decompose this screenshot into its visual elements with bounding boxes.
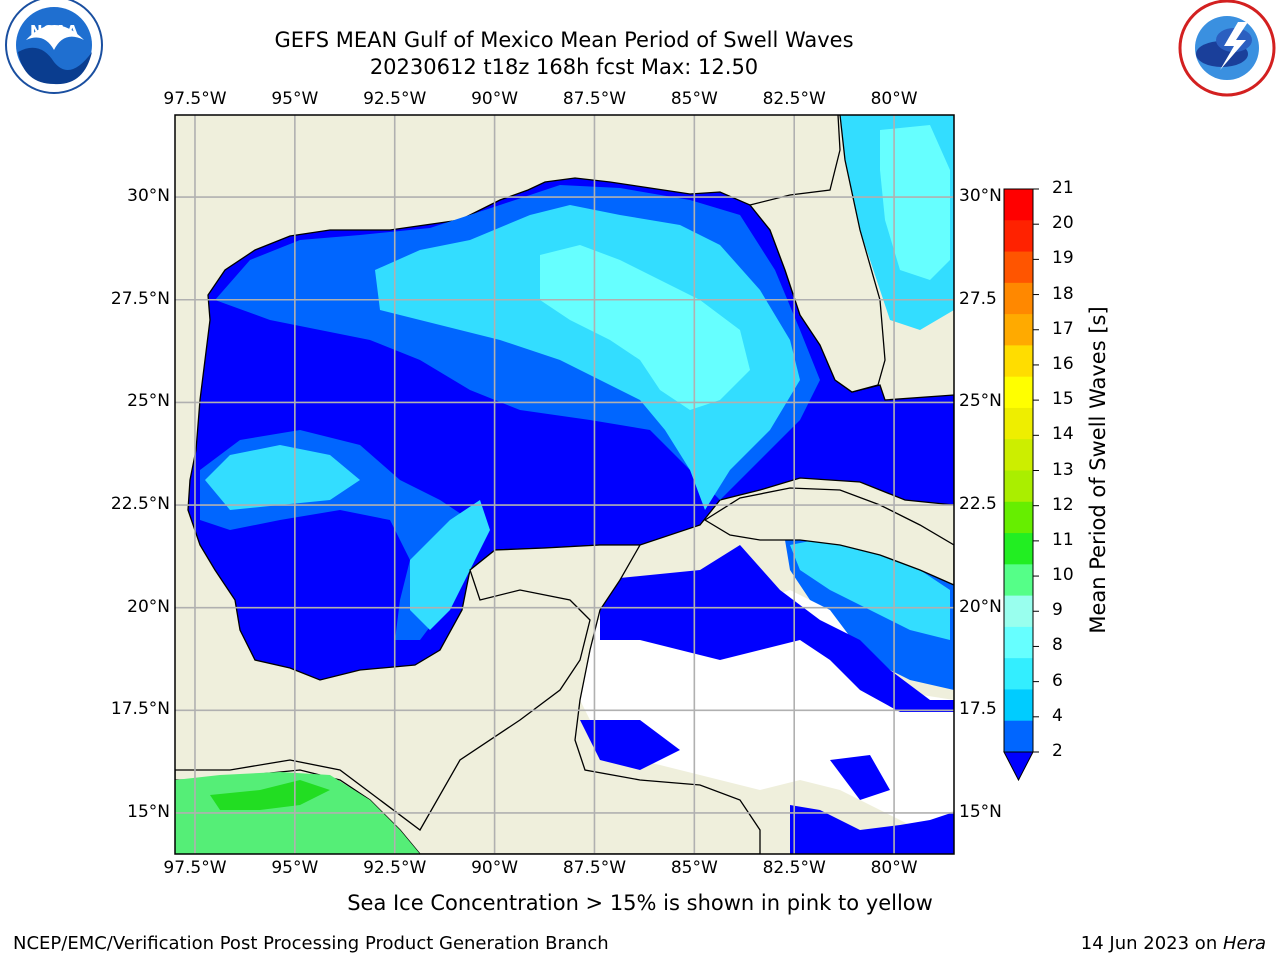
map-frame — [174, 114, 955, 855]
colorbar-extend-arrow — [1003, 751, 1034, 782]
lat-tick-label-left: 25°N — [127, 391, 170, 412]
colorbar-segment — [1004, 220, 1033, 253]
lat-tick-label-left: 27.5°N — [110, 288, 170, 309]
colorbar-segment — [1004, 595, 1033, 628]
colorbar-segment — [1004, 314, 1033, 346]
lon-tick-label-bottom: 87.5°W — [562, 858, 627, 878]
noaa-logo-text: NOAA — [30, 22, 79, 40]
colorbar — [1003, 188, 1039, 782]
caribbean-blue-patches — [580, 545, 954, 854]
colorbar-segment — [1004, 720, 1033, 753]
run-info: 14 Jun 2023 on Hera — [1081, 933, 1266, 954]
colorbar-segment — [1004, 189, 1033, 221]
colorbar-tick-label: 10 — [1052, 565, 1074, 586]
colorbar-segment — [1004, 501, 1033, 534]
lon-tick-label-top: 87.5°W — [562, 89, 627, 109]
lon-tick-label-top: 90°W — [471, 89, 519, 109]
colorbar-segment — [1004, 251, 1033, 284]
lat-tick-label-left: 22.5°N — [110, 494, 170, 515]
producer-credit: NCEP/EMC/Verification Post Processing Pr… — [13, 933, 609, 954]
colorbar-segment — [1004, 376, 1033, 409]
lon-tick-label-bottom: 92.5°W — [363, 858, 427, 878]
gridlines — [175, 115, 954, 854]
florida-landmass — [748, 115, 886, 393]
lon-tick-label-top: 97.5°W — [163, 89, 227, 109]
colorbar-tick-label: 14 — [1052, 424, 1074, 445]
colorbar-tick-label: 8 — [1052, 635, 1063, 656]
colorbar-tick-label: 17 — [1052, 318, 1074, 339]
colorbar-tick-label: 6 — [1052, 670, 1063, 691]
lat-tick-label-right: 27.5 — [959, 288, 997, 309]
colorbar-tick-label: 16 — [1052, 353, 1074, 374]
colorbar-label: Mean Period of Swell Waves [s] — [1086, 306, 1110, 634]
lat-tick-label-left: 20°N — [127, 596, 170, 617]
cuba-landmass — [703, 487, 954, 586]
colorbar-segment — [1004, 470, 1033, 503]
colorbar-tick-label: 21 — [1052, 178, 1074, 198]
lat-tick-label-right: 20°N — [959, 596, 1002, 617]
colorbar-tick-label: 12 — [1052, 494, 1074, 515]
lat-tick-label-right: 17.5 — [959, 699, 997, 720]
run-machine: Hera — [1222, 933, 1266, 954]
colorbar-tick-label: 18 — [1052, 283, 1074, 304]
lat-tick-label-right: 25°N — [959, 391, 1002, 412]
colorbar-segment — [1004, 439, 1033, 471]
lon-tick-label-top: 92.5°W — [363, 89, 427, 109]
colorbar-segment — [1004, 533, 1033, 565]
chart-subtitle: 20230612 t18z 168h fcst Max: 12.50 — [369, 55, 759, 79]
lat-tick-label-left: 17.5°N — [110, 699, 170, 720]
colorbar-tick-label: 15 — [1052, 389, 1074, 410]
lon-tick-label-bottom: 85°W — [670, 858, 718, 878]
chart-title: GEFS MEAN Gulf of Mexico Mean Period of … — [274, 28, 854, 52]
colorbar-segment — [1004, 345, 1033, 378]
noaa-logo: NOAA — [5, 0, 103, 94]
lon-tick-label-top: 80°W — [870, 89, 918, 109]
field-band-6-8 — [540, 125, 950, 410]
lat-tick-label-right: 22.5 — [959, 494, 997, 515]
lon-tick-label-bottom: 95°W — [271, 858, 319, 878]
yucatan-landmass — [175, 544, 761, 854]
colorbar-tick-label: 9 — [1052, 600, 1063, 621]
lat-tick-label-left: 30°N — [127, 186, 170, 207]
lon-tick-label-top: 85°W — [670, 89, 718, 109]
colorbar-segment — [1004, 626, 1033, 659]
colorbar-segment — [1004, 658, 1033, 690]
colorbar-tick-label: 11 — [1052, 529, 1074, 550]
colorbar-segment — [1004, 282, 1033, 315]
nws-logo — [1178, 0, 1276, 97]
colorbar-tick-label: 20 — [1052, 213, 1074, 234]
lat-tick-label-right: 15°N — [959, 801, 1002, 822]
colorbar-segment — [1004, 564, 1033, 597]
colorbar-segment — [1004, 689, 1033, 722]
colorbar-segment — [1004, 407, 1033, 440]
lon-tick-label-bottom: 90°W — [471, 858, 519, 878]
colorbar-tick-label: 4 — [1052, 705, 1063, 726]
lon-tick-label-bottom: 80°W — [870, 858, 918, 878]
lon-tick-label-top: 95°W — [271, 89, 319, 109]
sea-ice-note: Sea Ice Concentration > 15% is shown in … — [347, 891, 933, 915]
run-date: 14 Jun 2023 on — [1080, 933, 1223, 954]
lat-tick-label-right: 30°N — [959, 186, 1002, 207]
lon-tick-label-bottom: 97.5°W — [163, 858, 227, 878]
field-band-4-6 — [205, 115, 954, 640]
lat-tick-label-left: 15°N — [127, 801, 170, 822]
colorbar-tick-label: 2 — [1052, 741, 1063, 761]
colorbar-tick-label: 13 — [1052, 459, 1074, 480]
colorbar-tick-label: 19 — [1052, 248, 1074, 269]
lon-tick-label-top: 82.5°W — [762, 89, 826, 109]
pacific-swell-core — [210, 780, 330, 810]
lon-tick-label-bottom: 82.5°W — [762, 858, 826, 878]
